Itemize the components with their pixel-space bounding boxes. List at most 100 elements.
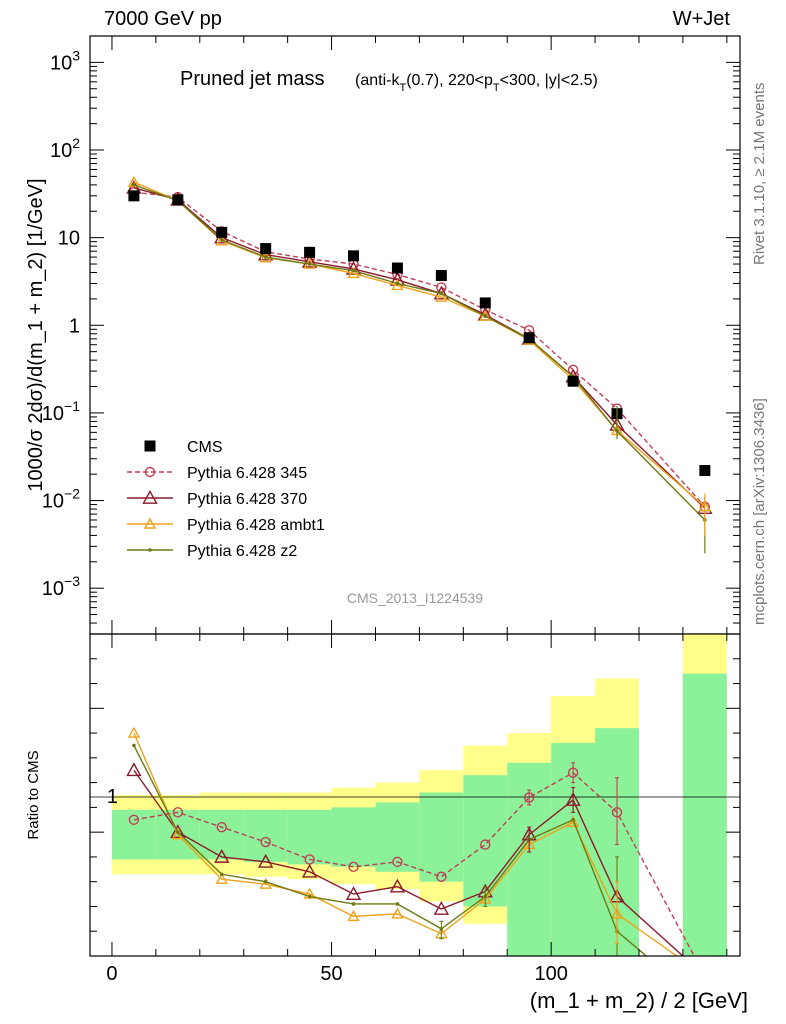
- ratio-point: [259, 877, 272, 889]
- main-point: [351, 268, 356, 273]
- ratio-point: [348, 861, 359, 873]
- stat-band: [682, 673, 727, 956]
- main-point: [699, 465, 711, 477]
- ratio-point: [128, 814, 140, 825]
- legend-item: Pythia 6.428 ambt1: [127, 517, 325, 534]
- legend-item: CMS: [144, 439, 223, 456]
- ratio-point: [389, 878, 406, 893]
- ratio-point: [301, 863, 318, 878]
- ratio-point: [307, 894, 312, 899]
- ratio-series: [132, 743, 648, 956]
- rivet-version-label: Rivet 3.1.10, ≥ 2.1M events: [751, 83, 768, 266]
- analysis-id: CMS_2013_I1224539: [347, 590, 483, 606]
- stat-band: [287, 809, 332, 865]
- ratio-point: [392, 856, 403, 868]
- plot-subtitle: (anti-kT(0.7), 220<pT<300, |y|<2.5): [355, 72, 598, 94]
- main-point: [483, 314, 488, 318]
- main-ytick-label: 1: [69, 315, 80, 337]
- main-panel: 10−3 10−2 10−1 1 10 102 103: [42, 35, 741, 635]
- main-point: [567, 375, 579, 387]
- ratio-point: [391, 907, 404, 919]
- process-label: W+Jet: [673, 8, 731, 30]
- main-point: [435, 290, 448, 302]
- stat-band: [243, 809, 288, 862]
- ratio-point: [172, 807, 184, 818]
- ratio-ylabel: Ratio to CMS: [25, 750, 42, 839]
- ratio-point: [132, 743, 136, 748]
- ratio-point: [433, 900, 450, 915]
- ratio-point: [127, 726, 141, 738]
- main-point: [301, 253, 318, 268]
- main-point: [391, 262, 403, 274]
- ratio-point: [257, 853, 274, 868]
- stat-band: [111, 809, 156, 860]
- ratio-point: [436, 871, 447, 882]
- main-point: [263, 255, 268, 259]
- ratio-point: [219, 872, 224, 877]
- ratio-frame: [89, 633, 741, 957]
- source-label: mcplots.cern.ch [arXiv:1306.3436]: [751, 398, 768, 625]
- main-point: [216, 226, 228, 238]
- main-point: [128, 190, 140, 202]
- ratio-xtick-label: 100: [534, 963, 567, 985]
- legend-marker: [148, 548, 152, 552]
- main-point: [304, 246, 316, 258]
- ratio-point: [347, 909, 360, 922]
- ratio-point: [395, 902, 400, 906]
- main-ytick-label: 10−1: [42, 398, 80, 425]
- legend-item: Pythia 6.428 345: [127, 465, 307, 482]
- ratio-point: [351, 902, 356, 906]
- main-point: [435, 269, 447, 281]
- legend-item: Pythia 6.428 370: [127, 490, 307, 508]
- main-errorbars: [616, 405, 706, 554]
- legend-label: Pythia 6.428 ambt1: [187, 517, 325, 534]
- ratio-point: [566, 815, 580, 827]
- main-ytick-label: 10−2: [42, 486, 80, 513]
- main-ytick-label: 103: [50, 47, 80, 74]
- main-point: [391, 278, 404, 291]
- ratio-xtick-label: 0: [106, 963, 117, 985]
- ratio-point: [216, 822, 227, 833]
- main-ytick-label: 102: [50, 135, 80, 162]
- main-point: [523, 332, 535, 344]
- main-point: [219, 238, 224, 242]
- main-series: [126, 179, 713, 514]
- legend-marker: [144, 466, 156, 478]
- legend: CMS Pythia 6.428 345 Pythia 6.428 370 Pythi…: [127, 439, 325, 560]
- main-point: [260, 243, 272, 255]
- ratio-point: [260, 836, 271, 848]
- main-ytick-label: 10−3: [42, 573, 80, 600]
- main-point: [172, 194, 184, 206]
- plot-title: Pruned jet mass: [180, 68, 325, 90]
- ratio-series: [127, 726, 678, 956]
- main-ytick-label: 10: [58, 228, 80, 250]
- ratio-point: [215, 872, 228, 884]
- main-point: [132, 183, 136, 187]
- ratio-ytick-label: 1: [107, 786, 118, 808]
- ratio-point: [170, 824, 186, 839]
- legend-item: Pythia 6.428 z2: [127, 543, 297, 560]
- main-point: [439, 291, 444, 296]
- ratio-errorbars: [439, 762, 620, 956]
- legend-marker: [144, 440, 156, 452]
- ratio-point: [263, 879, 268, 884]
- legend-marker: [143, 517, 157, 529]
- stat-band: [419, 792, 464, 882]
- legend-label: Pythia 6.428 z2: [187, 543, 297, 560]
- stat-band: [375, 802, 420, 872]
- ratio-point: [571, 817, 575, 822]
- legend-marker: [142, 490, 158, 504]
- ratio-panel: 0 50 100: [89, 633, 741, 985]
- ratio-series-group: [126, 726, 696, 956]
- ratio-point: [214, 848, 230, 863]
- legend-label: CMS: [187, 439, 223, 456]
- ratio-point: [480, 839, 491, 850]
- main-ylabel: 1000/σ 2dσ)/d(m_1 + m_2) [1/GeV]: [25, 178, 47, 491]
- stat-band: [331, 807, 376, 867]
- ratio-point: [176, 830, 180, 834]
- legend-label: Pythia 6.428 345: [187, 465, 307, 482]
- energy-label: 7000 GeV pp: [104, 8, 222, 30]
- ratio-point: [126, 762, 142, 777]
- x-axis-label: (m_1 + m_2) / 2 [GeV]: [530, 988, 748, 1013]
